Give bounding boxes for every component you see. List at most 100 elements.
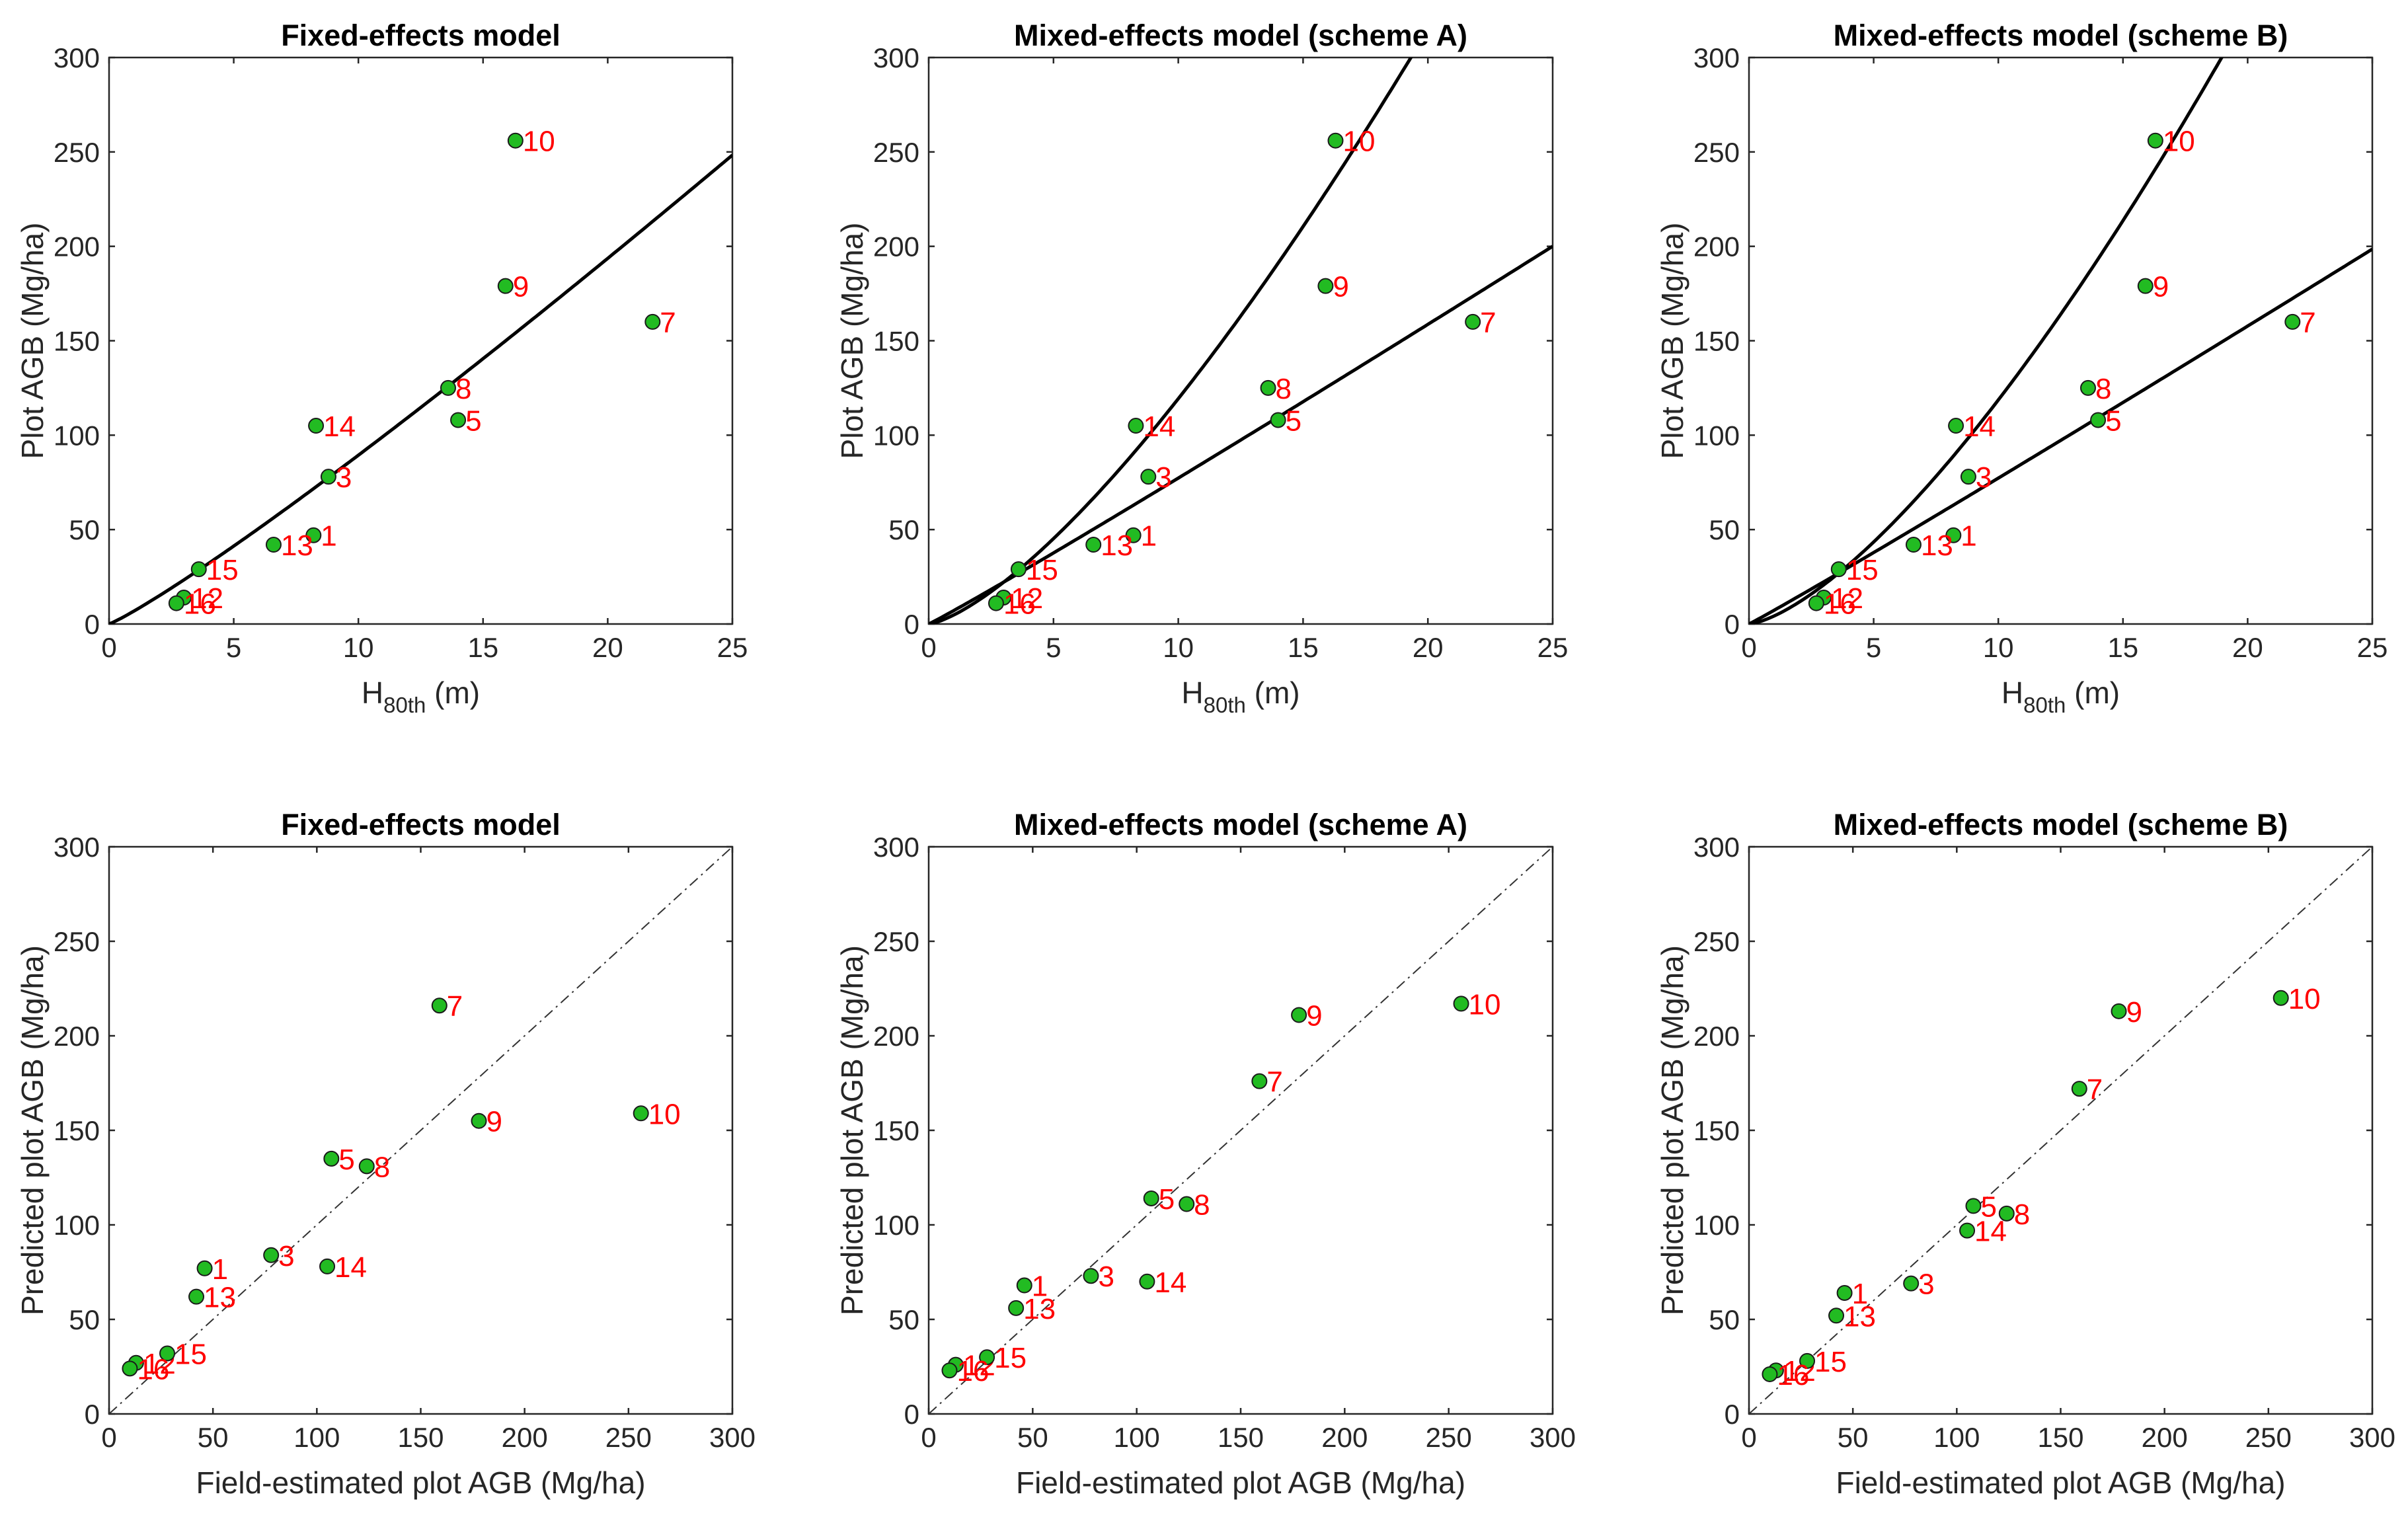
x-axis-label-main: H (362, 676, 383, 710)
y-tick-label: 50 (888, 1304, 919, 1335)
data-point-8 (1998, 1205, 2015, 1222)
y-tick-label: 50 (1709, 1304, 1740, 1335)
x-axis-label: H80th (m) (1181, 676, 1300, 717)
data-point-10 (507, 132, 524, 149)
point-label-7: 7 (1480, 307, 1496, 339)
chart-title: Mixed-effects model (scheme A) (1014, 19, 1467, 52)
data-point-3 (1083, 1268, 1099, 1284)
point-label-16: 16 (1824, 588, 1856, 621)
point-label-5: 5 (1980, 1190, 1996, 1223)
fit-curve-2 (929, 245, 1553, 624)
x-tick-label: 5 (226, 632, 241, 663)
x-axis-label-subscript: 80th (383, 693, 426, 717)
data-point-15 (159, 1345, 176, 1362)
data-point-8 (358, 1158, 375, 1175)
plot-area (1749, 847, 2372, 1414)
point-label-15: 15 (206, 554, 239, 586)
x-axis-label-subscript: 80th (2023, 693, 2066, 717)
data-point-5 (1965, 1198, 1982, 1214)
point-label-15: 15 (175, 1338, 207, 1370)
data-point-1 (1016, 1277, 1032, 1294)
data-point-5 (2090, 412, 2107, 428)
data-point-9 (2137, 278, 2154, 294)
data-point-7 (2071, 1081, 2087, 1097)
data-point-5 (450, 412, 467, 428)
point-label-16: 16 (1003, 588, 1036, 621)
x-tick-label: 150 (2037, 1422, 2083, 1453)
x-tick-label: 300 (709, 1422, 756, 1453)
plot-area (109, 153, 732, 624)
point-label-9: 9 (486, 1106, 502, 1138)
point-label-8: 8 (2014, 1198, 2030, 1231)
one-to-one-line (929, 847, 1553, 1414)
data-point-8 (1260, 379, 1276, 396)
point-label-5: 5 (2105, 405, 2121, 437)
point-label-3: 3 (278, 1240, 294, 1272)
y-tick-label: 200 (54, 1021, 100, 1052)
point-label-14: 14 (323, 410, 356, 443)
chart-title: Mixed-effects model (scheme B) (1834, 19, 2288, 52)
y-tick-label: 250 (54, 926, 100, 957)
point-label-9: 9 (513, 271, 529, 303)
chart-panel-1: 0 5 10 15 20 25050100150200250300Fixed-effect… (15, 19, 748, 717)
y-tick-label: 100 (873, 1210, 919, 1241)
fit-curve-2 (1749, 247, 2372, 624)
point-label-15: 15 (1814, 1346, 1847, 1378)
point-label-9: 9 (2126, 996, 2142, 1029)
point-label-12: 12 (191, 582, 223, 615)
y-tick-label: 200 (1693, 1021, 1740, 1052)
x-tick-label: 0 (921, 1422, 936, 1453)
data-point-13 (1085, 537, 1102, 553)
point-label-9: 9 (1333, 271, 1348, 303)
point-label-9: 9 (2153, 271, 2169, 303)
data-point-14 (308, 418, 325, 434)
data-point-5 (1270, 412, 1286, 428)
point-label-7: 7 (1266, 1066, 1282, 1099)
y-axis-label: Plot AGB (Mg/ha) (835, 223, 869, 459)
point-label-13: 13 (1101, 529, 1133, 562)
data-point-9 (1317, 278, 1334, 294)
point-label-10: 10 (1469, 988, 1501, 1021)
point-label-1: 1 (1852, 1278, 1868, 1310)
x-axis-label-unit: (m) (2066, 676, 2120, 710)
data-point-8 (440, 379, 456, 396)
x-tick-label: 100 (1933, 1422, 1980, 1453)
y-tick-label: 150 (54, 326, 100, 357)
point-label-8: 8 (1194, 1189, 1210, 1222)
point-label-10: 10 (2288, 983, 2321, 1015)
plot-frame (1748, 56, 2374, 625)
point-label-14: 14 (1974, 1216, 2007, 1248)
point-label-3: 3 (1918, 1268, 1934, 1301)
point-label-5: 5 (1159, 1183, 1175, 1216)
chart-panel-2: 0 5 10 15 20 25050100150200250300Mixed-effect… (835, 19, 1568, 717)
point-label-8: 8 (374, 1151, 390, 1183)
x-tick-label: 50 (1017, 1422, 1048, 1453)
data-point-14 (1128, 418, 1144, 434)
x-tick-label: 15 (1288, 632, 1319, 663)
point-label-15: 15 (994, 1342, 1027, 1374)
point-label-14: 14 (1963, 410, 1996, 443)
x-tick-label: 20 (592, 632, 623, 663)
x-tick-label: 0 (101, 632, 116, 663)
y-tick-label: 250 (873, 137, 919, 168)
y-axis-label: Predicted plot AGB (Mg/ha) (1655, 945, 1689, 1315)
point-label-7: 7 (660, 307, 676, 339)
x-tick-label: 25 (717, 632, 748, 663)
y-tick-label: 150 (54, 1115, 100, 1146)
point-label-12: 12 (1011, 582, 1043, 615)
data-point-9 (497, 278, 514, 294)
data-point-1 (1836, 1284, 1853, 1301)
x-axis-label-main: H (1181, 676, 1203, 710)
data-point-15 (1799, 1352, 1816, 1369)
point-label-13: 13 (281, 529, 313, 562)
x-tick-label: 20 (1413, 632, 1444, 663)
point-label-1: 1 (212, 1253, 228, 1286)
x-tick-label: 10 (343, 632, 374, 663)
y-tick-label: 50 (1709, 514, 1740, 545)
x-tick-label: 0 (101, 1422, 116, 1453)
x-tick-label: 300 (1530, 1422, 1576, 1453)
x-tick-label: 0 (1741, 632, 1756, 663)
point-label-10: 10 (1342, 126, 1375, 158)
point-label-8: 8 (1276, 373, 1292, 405)
x-axis-label: Field-estimated plot AGB (Mg/ha) (1016, 1465, 1465, 1500)
